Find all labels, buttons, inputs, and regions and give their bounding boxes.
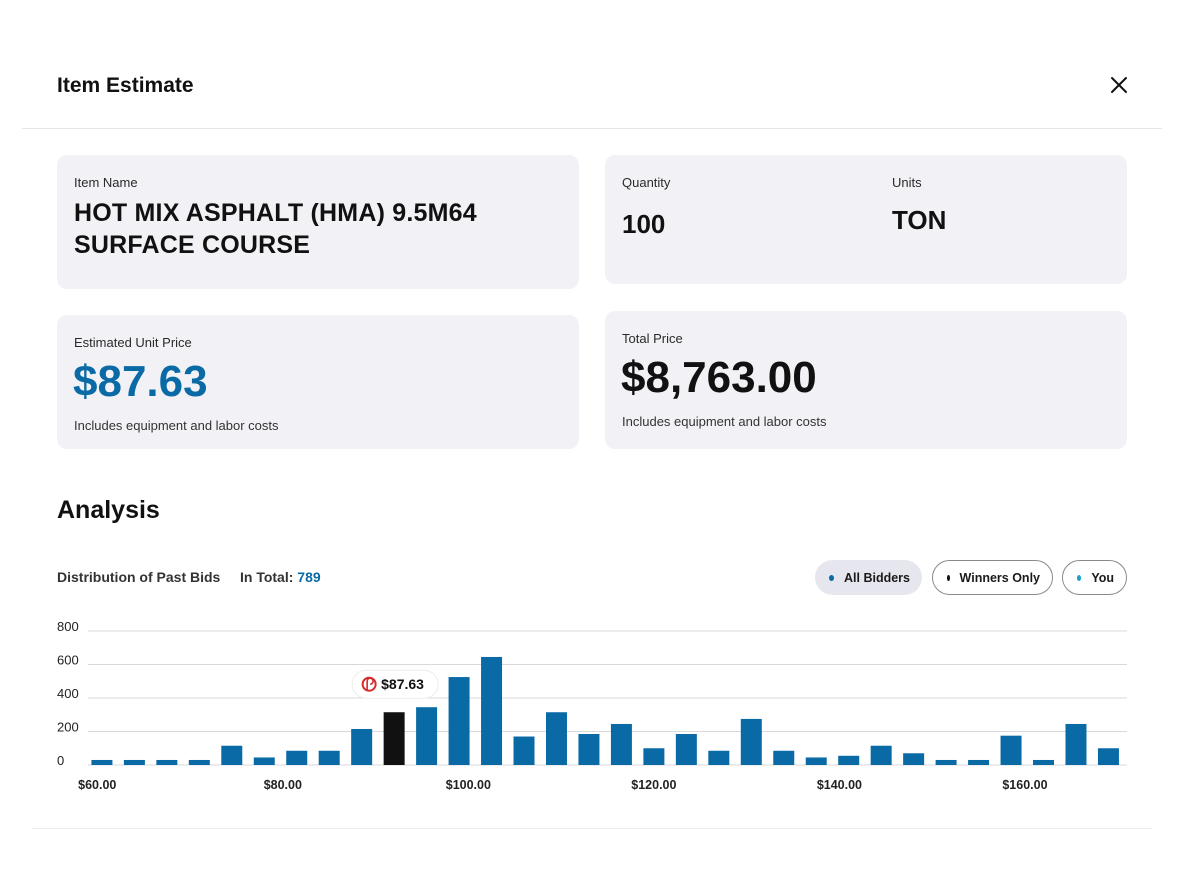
y-tick-label: 400 (57, 686, 79, 701)
winners-only-dot-icon (947, 574, 950, 581)
bar (805, 757, 827, 765)
total-price-note: Includes equipment and labor costs (622, 414, 827, 429)
tooltip-price: $87.63 (381, 676, 424, 692)
bar (610, 723, 632, 765)
all-bidders-dot-icon (829, 574, 834, 581)
bar (903, 753, 925, 765)
x-tick-label: $60.00 (78, 778, 116, 792)
bar (156, 759, 178, 765)
footer-divider (32, 828, 1152, 829)
total-price-value: $8,763.00 (621, 353, 817, 402)
item-name-value: HOT MIX ASPHALT (HMA) 9.5M64 SURFACE COU… (74, 199, 477, 259)
bar (968, 759, 990, 765)
filter-all-bidders[interactable]: All Bidders (815, 560, 922, 595)
dialog-title: Item Estimate (57, 74, 194, 97)
bar (675, 734, 697, 765)
tooltip-background (351, 669, 439, 699)
bids-distribution-chart: 800 600 400 200 0 $60.00 $80.00 $100.00 $120.00 $… (57, 619, 1127, 792)
y-tick-label: 0 (57, 753, 64, 768)
bar (221, 745, 243, 765)
highlighted-bar (383, 712, 405, 765)
bar (448, 677, 470, 765)
bar (351, 728, 373, 765)
x-tick-label: $160.00 (1002, 778, 1047, 792)
bar (416, 707, 438, 765)
bar (773, 750, 795, 765)
filter-all-bidders-label: All Bidders (844, 570, 910, 585)
bar (578, 734, 600, 765)
bar (1065, 723, 1087, 765)
dialog-header: Item Estimate (22, 56, 1162, 129)
bar (545, 712, 567, 765)
x-tick-label: $140.00 (817, 778, 862, 792)
close-button[interactable] (1108, 74, 1130, 96)
filter-winners-only[interactable]: Winners Only (932, 560, 1053, 595)
you-dot-icon (1077, 574, 1082, 581)
y-tick-label: 200 (57, 720, 79, 735)
units-value: TON (892, 205, 947, 235)
bar (318, 750, 340, 765)
bar (188, 759, 210, 765)
total-price-card: Total Price $8,763.00 Includes equipment… (605, 311, 1127, 449)
item-name-label: Item Name (74, 175, 138, 190)
quantity-value: 100 (622, 209, 666, 239)
bar (286, 750, 308, 765)
unit-price-card: Estimated Unit Price $87.63 Includes equ… (57, 315, 579, 449)
bar (740, 718, 762, 765)
bar (643, 748, 665, 765)
bar (838, 755, 860, 765)
total-bids-count: 789 (297, 569, 321, 585)
distribution-label: Distribution of Past Bids (57, 569, 221, 585)
x-tick-label: $100.00 (446, 778, 491, 792)
analysis-title: Analysis (57, 496, 160, 524)
filter-you-label: You (1091, 570, 1114, 585)
bar (1097, 748, 1119, 765)
bar (1033, 759, 1055, 765)
bar (91, 759, 113, 765)
quantity-label: Quantity (622, 175, 671, 190)
item-name-card: Item Name HOT MIX ASPHALT (HMA) 9.5M64 S… (57, 155, 579, 289)
unit-price-value: $87.63 (73, 357, 208, 406)
bar (253, 757, 275, 765)
bar (481, 656, 503, 765)
total-price-label: Total Price (622, 331, 683, 346)
bidder-logo-mark (366, 677, 374, 691)
bar (513, 736, 535, 765)
close-icon (1111, 77, 1127, 93)
total-bids-label: In Total: 789 (240, 569, 321, 585)
x-tick-label: $120.00 (631, 778, 676, 792)
x-tick-label: $80.00 (264, 778, 302, 792)
quantity-card: Quantity 100 Units TON (605, 155, 1127, 284)
filter-you[interactable]: You (1062, 560, 1127, 595)
y-tick-label: 600 (57, 653, 79, 668)
bar (1000, 735, 1022, 765)
unit-price-note: Includes equipment and labor costs (74, 418, 279, 433)
y-tick-label: 800 (57, 619, 79, 634)
units-label: Units (892, 175, 922, 190)
price-tooltip: $87.63 (351, 669, 439, 699)
filter-winners-only-label: Winners Only (959, 570, 1040, 585)
total-bids-text: In Total: (240, 569, 294, 585)
bar (708, 750, 730, 765)
bar (123, 759, 145, 765)
bar (935, 759, 957, 765)
unit-price-label: Estimated Unit Price (74, 335, 192, 350)
bar (870, 745, 892, 765)
